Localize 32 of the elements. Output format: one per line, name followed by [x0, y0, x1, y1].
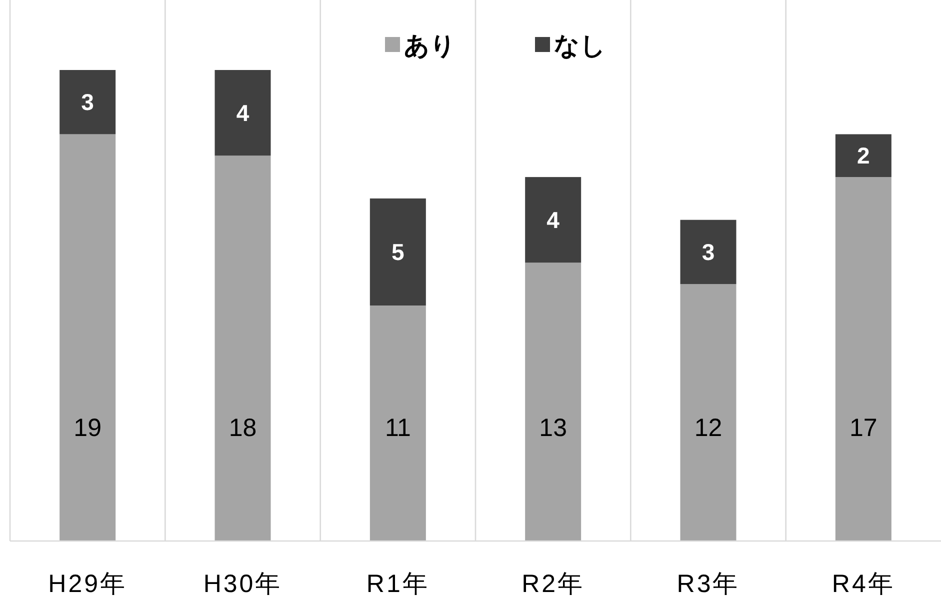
x-tick-label: H29年: [48, 570, 128, 598]
data-label: 4: [546, 206, 560, 233]
data-label: 19: [74, 414, 102, 442]
data-label: 18: [228, 414, 257, 442]
bar: [525, 177, 582, 263]
bar: [370, 198, 426, 306]
bar: [214, 156, 271, 541]
data-label: 3: [81, 89, 94, 116]
bar: [680, 284, 736, 541]
x-tick-label: R2年: [522, 570, 585, 598]
x-tick-label: R4年: [832, 570, 895, 598]
bar: [60, 134, 116, 541]
data-label: 5: [392, 238, 405, 265]
bar: [370, 306, 426, 541]
data-label: 17: [850, 414, 878, 442]
bar: [835, 177, 892, 541]
bar: [214, 70, 271, 156]
bar: [680, 220, 736, 284]
data-label: 3: [702, 238, 715, 265]
bar: [835, 134, 892, 178]
legend-label: あり: [404, 32, 456, 60]
data-label: 11: [384, 414, 411, 442]
bar: [525, 262, 582, 541]
x-tick-label: H30年: [203, 570, 282, 598]
bar: [60, 70, 116, 134]
data-label: 2: [857, 142, 870, 169]
legend-label: なし: [554, 32, 606, 60]
x-tick-label: R1年: [366, 570, 430, 598]
data-label: 4: [236, 100, 250, 126]
x-tick-label: R3年: [676, 570, 740, 598]
data-label: 13: [539, 414, 567, 442]
data-label: 12: [694, 414, 722, 442]
